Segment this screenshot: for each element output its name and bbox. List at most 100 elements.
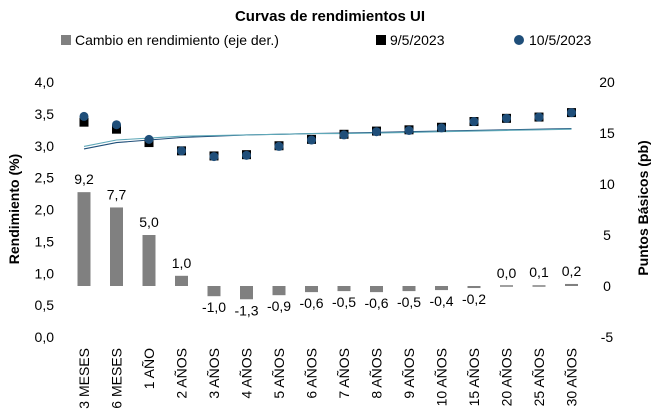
x-tick-label: 5 AÑOS — [271, 348, 287, 399]
bar-value-label: 0,1 — [529, 264, 549, 280]
marker-10-5-2023 — [567, 108, 576, 118]
bar — [402, 286, 416, 292]
bar — [565, 283, 578, 286]
legend-label-9-5-2023: 9/5/2023 — [390, 32, 445, 48]
bar-value-label: -0,6 — [364, 295, 388, 311]
trendline — [83, 127, 572, 150]
series-10-5-2023 — [79, 108, 576, 162]
y-tick-right: 20 — [599, 74, 615, 90]
bar-value-label: -0,9 — [267, 298, 291, 314]
x-tick-label: 20 AÑOS — [499, 348, 515, 406]
bar — [207, 286, 221, 297]
bar — [272, 286, 286, 296]
bar — [175, 275, 188, 286]
bar — [110, 207, 123, 286]
marker-10-5-2023 — [177, 146, 186, 156]
bar-value-label: -1,0 — [202, 299, 226, 315]
y-tick-left: 2,5 — [35, 170, 55, 186]
marker-9-5-2023 — [79, 117, 89, 127]
y-tick-right: 10 — [599, 176, 615, 192]
y-tick-right: 15 — [599, 125, 615, 141]
legend-swatch-10-5-2023 — [514, 35, 524, 45]
y-tick-left: 3,0 — [35, 138, 55, 154]
x-tick-label: 3 MESES — [76, 348, 92, 409]
trendline — [83, 128, 572, 147]
bar — [500, 285, 513, 287]
x-tick-label: 4 AÑOS — [239, 348, 255, 399]
bar-value-label: -1,3 — [234, 302, 258, 318]
marker-10-5-2023 — [242, 150, 251, 160]
bar-value-label: 0,0 — [497, 265, 517, 281]
trendlines — [83, 127, 572, 150]
x-tick-label: 25 AÑOS — [531, 348, 547, 406]
bar — [142, 235, 156, 286]
bar-value-label: 1,0 — [172, 255, 192, 271]
y-tick-left: 4,0 — [35, 74, 55, 90]
marker-10-5-2023 — [307, 135, 316, 145]
legend-swatch-bar — [61, 35, 71, 45]
bar — [337, 286, 351, 292]
bar-value-label: 7,7 — [107, 186, 127, 202]
y-tick-right: -5 — [601, 329, 614, 345]
x-tick-label: 2 AÑOS — [174, 348, 190, 399]
x-tick-label: 8 AÑOS — [369, 348, 385, 399]
y-tick-left: 3,5 — [35, 106, 55, 122]
y-axis-right: -5 0 5 10 15 20 — [599, 74, 615, 345]
bar — [240, 286, 253, 300]
bar — [467, 286, 481, 289]
bar — [305, 286, 318, 293]
x-tick-label: 30 AÑOS — [564, 348, 580, 406]
x-tick-label: 6 MESES — [109, 348, 125, 409]
marker-10-5-2023 — [469, 117, 479, 127]
y-tick-left: 1,0 — [35, 265, 55, 281]
marker-10-5-2023 — [339, 130, 349, 140]
x-tick-label: 6 AÑOS — [304, 348, 320, 399]
bar-data-labels: 9,2 7,7 5,0 1,0 -1,0 -1,3 -0,9 -0,6 -0,5 -0,6 -0,5… — [74, 171, 581, 318]
marker-10-5-2023 — [144, 134, 154, 144]
bar — [435, 286, 448, 291]
bar-value-label: -0,5 — [397, 294, 421, 310]
bar-value-label: 5,0 — [139, 214, 159, 230]
y-tick-left: 2,0 — [35, 202, 55, 218]
bar-value-label: 0,2 — [562, 263, 582, 279]
bar-value-label: -0,2 — [462, 291, 486, 307]
bar — [370, 286, 383, 293]
bar — [77, 192, 91, 286]
y-tick-left: 1,5 — [35, 233, 55, 249]
marker-10-5-2023 — [79, 111, 89, 121]
x-tick-label: 7 AÑOS — [336, 348, 352, 399]
legend-swatch-9-5-2023 — [376, 35, 386, 45]
legend-label-bar: Cambio en rendimiento (eje der.) — [75, 32, 279, 48]
y-tick-right: 0 — [603, 278, 611, 294]
marker-10-5-2023 — [112, 120, 121, 130]
bar — [532, 285, 546, 287]
y-axis-title-right: Puntos Básicos (pb) — [635, 140, 651, 275]
marker-10-5-2023 — [437, 123, 446, 133]
x-tick-label: 9 AÑOS — [401, 348, 417, 399]
y-tick-right: 5 — [603, 227, 611, 243]
bar-value-label: -0,6 — [299, 295, 323, 311]
y-axis-left: 0,0 0,5 1,0 1,5 2,0 2,5 3,0 3,5 4,0 — [35, 74, 55, 345]
bar-value-label: -0,4 — [429, 293, 453, 309]
y-tick-left: 0,5 — [35, 297, 55, 313]
marker-10-5-2023 — [502, 113, 511, 123]
marker-10-5-2023 — [534, 112, 544, 122]
marker-10-5-2023 — [372, 127, 381, 137]
bar-series — [77, 192, 578, 300]
x-axis: 3 MESES 6 MESES 1 AÑO 2 AÑOS 3 AÑOS 4 AÑOS 5 A… — [76, 348, 580, 409]
x-tick-label: 15 AÑOS — [466, 348, 482, 406]
bar-value-label: 9,2 — [74, 171, 94, 187]
chart-title: Curvas de rendimientos UI — [235, 8, 425, 25]
x-tick-label: 3 AÑOS — [206, 348, 222, 399]
x-tick-label: 10 AÑOS — [434, 348, 450, 406]
marker-10-5-2023 — [404, 125, 414, 135]
marker-10-5-2023 — [209, 152, 219, 162]
y-tick-left: 0,0 — [35, 329, 55, 345]
y-axis-title-left: Rendimiento (%) — [6, 154, 22, 264]
series-9-5-2023 — [79, 108, 576, 161]
bar-value-label: -0,5 — [332, 294, 356, 310]
marker-10-5-2023 — [274, 141, 284, 151]
x-tick-label: 1 AÑO — [141, 348, 157, 389]
